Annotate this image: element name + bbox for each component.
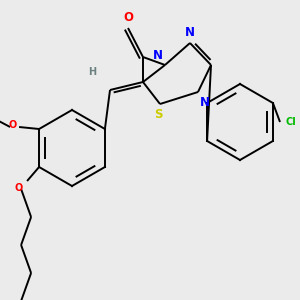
Text: N: N — [200, 96, 210, 109]
Text: O: O — [15, 183, 23, 193]
Text: S: S — [154, 108, 162, 121]
Text: O: O — [9, 120, 17, 130]
Text: N: N — [153, 49, 163, 62]
Text: H: H — [88, 67, 96, 77]
Text: Cl: Cl — [285, 117, 296, 127]
Text: N: N — [185, 26, 195, 39]
Text: O: O — [123, 11, 133, 24]
